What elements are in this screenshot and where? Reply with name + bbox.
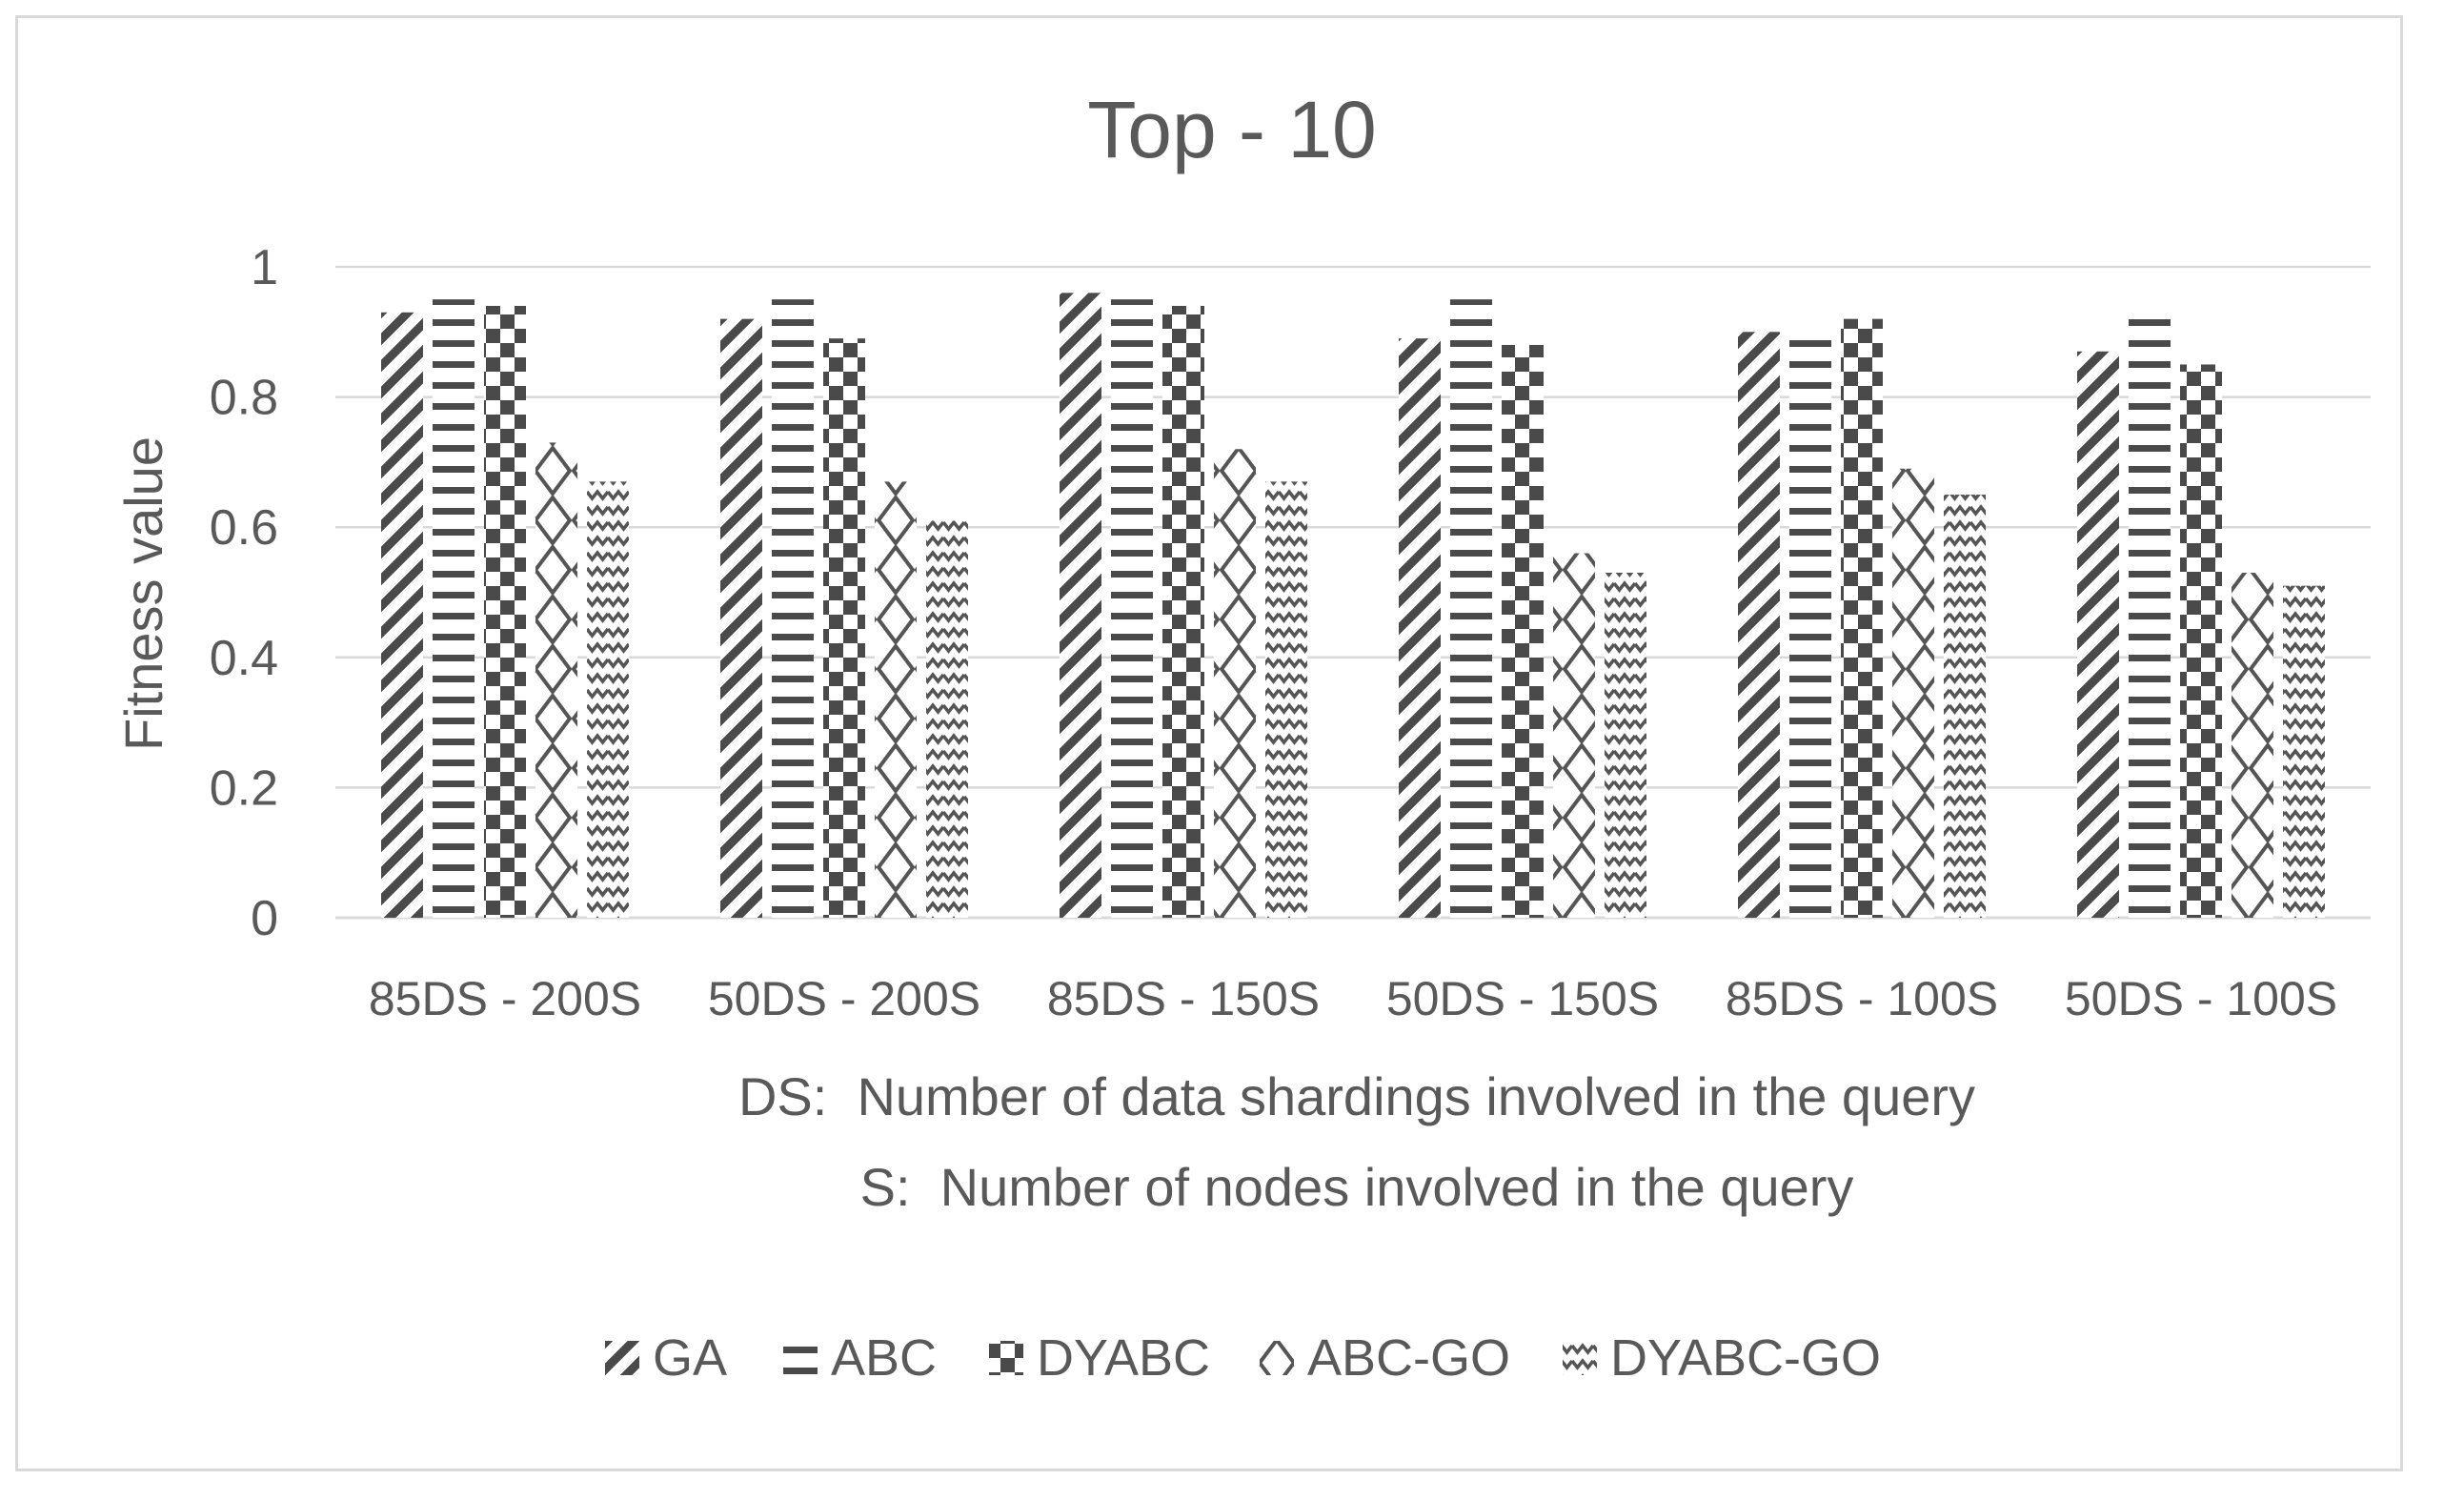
legend: GA ABC DYABC ABC-GO DYABC-GO: [605, 1329, 1881, 1387]
bar-dyabc-go-5: [2283, 585, 2325, 918]
y-axis-label: Fitness value: [113, 436, 173, 751]
bar-abc-go-4: [1892, 468, 1934, 918]
bar-ga-4: [1738, 332, 1780, 918]
y-tick-label: 0.4: [210, 631, 278, 686]
legend-label-abc: ABC: [831, 1329, 937, 1387]
x-category-label: 50DS - 100S: [2065, 972, 2337, 1025]
y-tick-label: 1: [251, 240, 278, 295]
y-tick-label: 0.2: [210, 760, 278, 816]
bar-ga-0: [381, 312, 423, 918]
legend-swatch-abc-go: [1260, 1341, 1294, 1375]
bar-dyabc-4: [1841, 318, 1883, 918]
bar-dyabc-go-0: [587, 481, 629, 918]
x-category-label: 85DS - 150S: [1047, 972, 1320, 1025]
bar-dyabc-3: [1502, 344, 1544, 919]
legend-label-ga: GA: [653, 1329, 727, 1387]
x-axis-note-ds: DS: Number of data shardings involved in…: [738, 1066, 1975, 1126]
bar-ga-2: [1060, 293, 1101, 918]
legend-label-dyabc: DYABC: [1037, 1329, 1210, 1387]
bar-dyabc-go-2: [1265, 481, 1307, 918]
legend-swatch-dyabc-go: [1563, 1341, 1597, 1375]
bar-abc-go-5: [2232, 573, 2273, 918]
bar-dyabc-go-1: [926, 520, 968, 918]
legend-label-dyabc-go: DYABC-GO: [1610, 1329, 1881, 1387]
bar-dyabc-1: [823, 338, 865, 918]
bar-ga-5: [2077, 351, 2119, 918]
x-category-label: 50DS - 150S: [1386, 972, 1659, 1025]
legend-swatch-ga: [605, 1341, 639, 1375]
y-tick-label: 0.6: [210, 500, 278, 556]
bar-dyabc-go-4: [1944, 495, 1986, 918]
bar-dyabc-5: [2180, 364, 2222, 918]
gridlines: [335, 265, 2371, 920]
bar-abc-go-0: [535, 442, 577, 918]
bars: [381, 293, 2325, 919]
bar-abc-4: [1789, 338, 1831, 918]
x-category-label: 85DS - 100S: [1726, 972, 1998, 1025]
chart-title: Top - 10: [1087, 85, 1377, 174]
bar-abc-1: [772, 299, 814, 918]
bar-abc-5: [2129, 318, 2171, 918]
bar-ga-1: [720, 318, 762, 918]
bar-abc-3: [1450, 299, 1492, 918]
bar-abc-0: [433, 299, 475, 918]
legend-label-abc-go: ABC-GO: [1307, 1329, 1510, 1387]
x-category-labels: 85DS - 200S 50DS - 200S 85DS - 150S 50DS - …: [369, 972, 2337, 1025]
y-tick-labels: 0 0.2 0.4 0.6 0.8 1: [210, 240, 278, 946]
bar-dyabc-0: [484, 305, 526, 919]
bar-abc-go-1: [875, 481, 917, 918]
x-category-label: 50DS - 200S: [708, 972, 980, 1025]
bar-ga-3: [1399, 338, 1441, 918]
x-axis-note-s: S: Number of nodes involved in the query: [860, 1157, 1854, 1217]
legend-swatch-abc: [783, 1341, 818, 1375]
bar-abc-2: [1111, 299, 1153, 918]
legend-swatch-dyabc: [989, 1341, 1023, 1375]
bar-dyabc-2: [1162, 305, 1204, 919]
y-tick-label: 0: [251, 891, 278, 946]
x-category-label: 85DS - 200S: [369, 972, 641, 1025]
bar-dyabc-go-3: [1605, 573, 1646, 918]
bar-abc-go-3: [1553, 553, 1595, 918]
y-tick-label: 0.8: [210, 371, 278, 426]
bar-abc-go-2: [1214, 449, 1256, 918]
